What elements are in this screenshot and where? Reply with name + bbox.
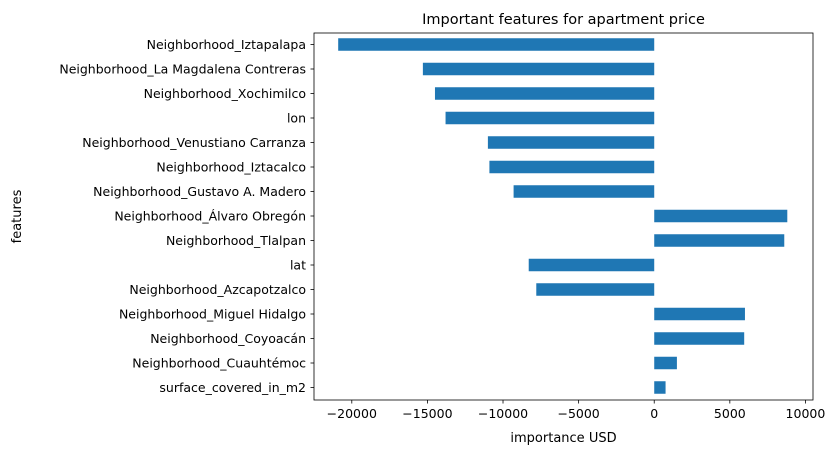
y-tick-label: Neighborhood_Iztapalapa: [147, 37, 306, 52]
y-tick-label: lat: [290, 258, 306, 273]
bar: [654, 307, 745, 321]
y-axis-label: features: [10, 189, 25, 243]
x-tick-label: 5000: [714, 406, 746, 421]
x-tick-label: −5000: [557, 406, 599, 421]
y-tick-label: Neighborhood_Tlalpan: [166, 233, 306, 248]
bar: [489, 160, 655, 174]
bars-group: [338, 38, 788, 394]
bar: [654, 381, 666, 394]
y-tick-label: Neighborhood_Gustavo A. Madero: [93, 184, 306, 199]
bar: [338, 38, 655, 51]
y-tick-label: Neighborhood_Álvaro Obregón: [114, 209, 306, 224]
bar: [654, 234, 785, 247]
x-tick-label: 0: [650, 406, 658, 421]
bar: [654, 332, 745, 345]
y-axis-ticks: Neighborhood_Iztapalapa Neighborhood_La M…: [59, 37, 314, 395]
bar: [487, 136, 655, 149]
x-tick-label: −20000: [327, 406, 377, 421]
y-tick-label: Neighborhood_Iztacalco: [156, 160, 306, 175]
x-axis-ticks: −20000 −15000 −10000 −5000 0 5000 10000: [327, 400, 826, 421]
y-tick-label: Neighborhood_Xochimilco: [144, 86, 306, 101]
y-tick-label: Neighborhood_Azcapotzalco: [129, 282, 306, 297]
x-tick-label: 10000: [786, 406, 826, 421]
x-axis-label: importance USD: [510, 431, 616, 446]
y-tick-label: Neighborhood_Venustiano Carranza: [82, 135, 306, 150]
bar: [536, 283, 655, 296]
bar: [654, 209, 788, 223]
y-tick-label: lon: [287, 111, 306, 126]
bar: [654, 356, 677, 370]
x-tick-label: −10000: [478, 406, 528, 421]
bar: [434, 87, 655, 100]
plot-frame: [313, 32, 814, 401]
bar: [422, 62, 655, 76]
bar: [528, 258, 655, 272]
y-tick-label: Neighborhood_Miguel Hidalgo: [119, 307, 306, 322]
y-tick-label: Neighborhood_Cuauhtémoc: [132, 356, 306, 371]
x-tick-label: −15000: [402, 406, 452, 421]
y-tick-label: surface_covered_in_m2: [159, 380, 306, 395]
y-tick-label: Neighborhood_La Magdalena Contreras: [59, 62, 306, 77]
bar: [513, 185, 655, 198]
bar: [445, 111, 655, 125]
chart-title: Important features for apartment price: [422, 12, 705, 28]
y-tick-label: Neighborhood_Coyoacán: [150, 331, 306, 346]
